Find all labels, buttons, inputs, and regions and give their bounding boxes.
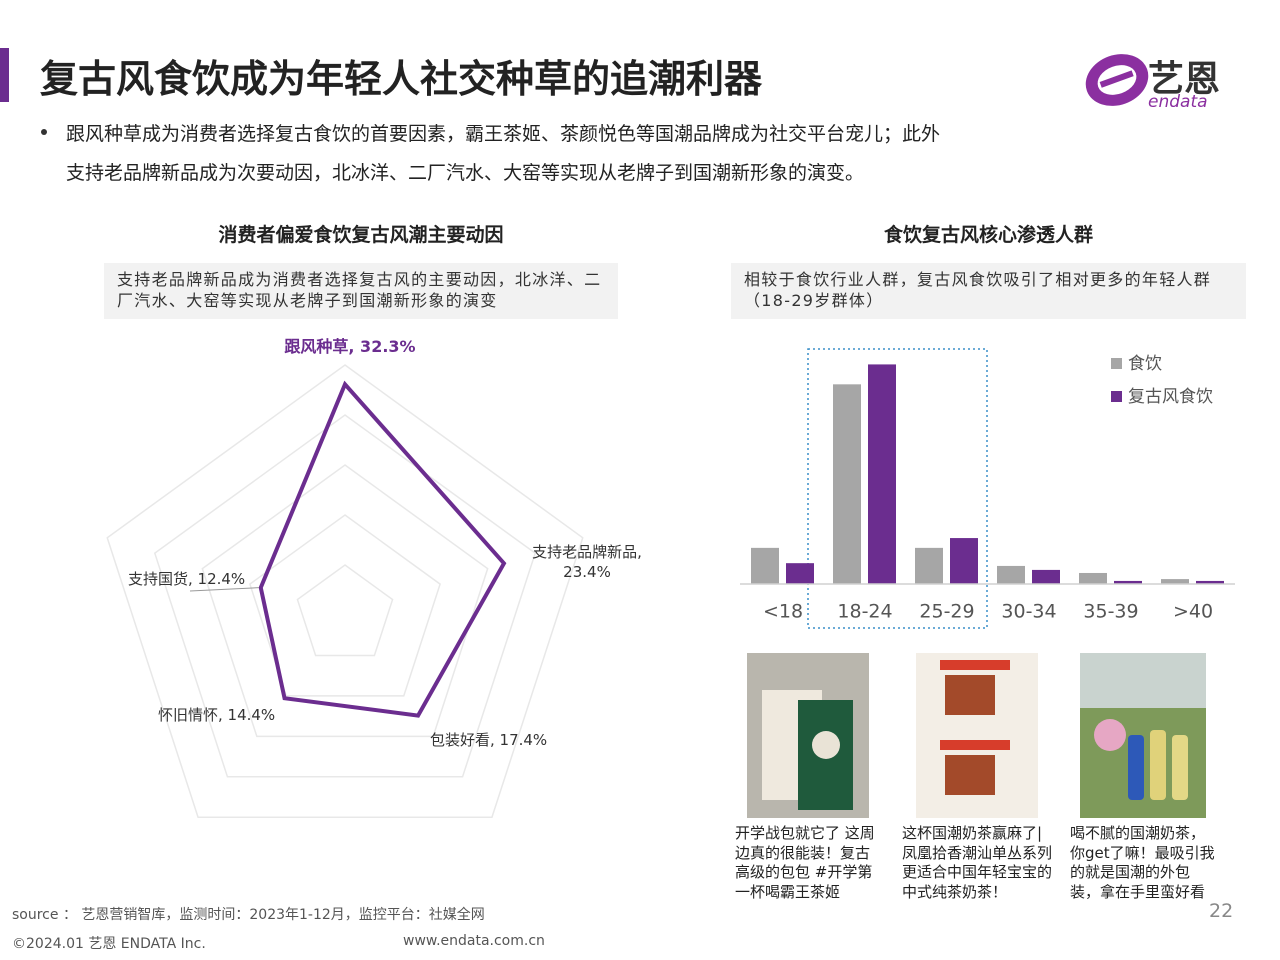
photo bbox=[916, 653, 1038, 818]
logo-sub: endata bbox=[1148, 92, 1208, 112]
bar bbox=[1032, 569, 1060, 584]
post-caption: 开学战包就它了 这周边真的很能装！复古高级的包包 #开学第一杯喝霸王茶姬 bbox=[735, 824, 875, 901]
bar bbox=[833, 384, 861, 584]
legend-swatch bbox=[1111, 358, 1122, 369]
page-number: 22 bbox=[1209, 900, 1234, 922]
chart-title: 食饮复古风核心渗透人群 bbox=[883, 224, 1093, 246]
note-box bbox=[731, 263, 1246, 319]
legend-label: 复古风食饮 bbox=[1128, 387, 1213, 407]
bar bbox=[950, 538, 978, 584]
logo-mark bbox=[1085, 54, 1149, 106]
title-accent bbox=[0, 48, 9, 102]
bar bbox=[786, 563, 814, 584]
website: www.endata.com.cn bbox=[403, 933, 545, 949]
bar bbox=[1079, 572, 1107, 584]
chart-title: 消费者偏爱食饮复古风潮主要动因 bbox=[218, 224, 504, 246]
x-tick-label: 35-39 bbox=[1083, 601, 1138, 623]
note-box bbox=[104, 263, 618, 319]
data-label: 怀旧情怀, 14.4% bbox=[158, 706, 276, 724]
bullet-line: 跟风种草成为消费者选择复古食饮的首要因素，霸王茶姬、茶颜悦色等国潮品牌成为社交平… bbox=[66, 123, 941, 145]
post-caption: 这杯国潮奶茶赢麻了|凤凰拾香潮汕单丛系列 更适合中国年轻宝宝的中式纯茶奶茶！ bbox=[902, 824, 1053, 901]
legend-label: 食饮 bbox=[1128, 354, 1162, 374]
chart-note: 支持老品牌新品成为消费者选择复古风的主要动因，北冰洋、二厂汽水、大窑等实现从老牌… bbox=[117, 270, 602, 310]
grid-ring bbox=[296, 564, 394, 657]
data-label: 支持国货, 12.4% bbox=[128, 570, 246, 588]
data-label: 包装好看, 17.4% bbox=[430, 731, 548, 749]
highlight-box bbox=[807, 348, 988, 629]
logo-name: 艺恩 bbox=[1148, 59, 1221, 100]
bar bbox=[1161, 579, 1189, 584]
bullet-dot bbox=[41, 129, 47, 135]
photo bbox=[1080, 653, 1206, 818]
chart-note: 相较于食饮行业人群，复古风食饮吸引了相对更多的年轻人群（18-29岁群体） bbox=[744, 270, 1212, 310]
bar bbox=[751, 547, 779, 584]
bar bbox=[997, 565, 1025, 584]
data-label: 跟风种草, 32.3% bbox=[284, 337, 416, 356]
bar bbox=[1196, 580, 1224, 584]
leader-line bbox=[189, 587, 259, 592]
legend-swatch bbox=[1111, 391, 1122, 402]
radar-line bbox=[258, 380, 507, 718]
x-tick-label: 25-29 bbox=[919, 601, 974, 623]
page-title: 复古风食饮成为年轻人社交种草的追潮利器 bbox=[40, 57, 763, 101]
bullet-line: 支持老品牌新品成为次要动因，北冰洋、二厂汽水、大窑等实现从老牌子到国潮新形象的演… bbox=[66, 162, 865, 184]
x-tick-label: <18 bbox=[763, 601, 803, 623]
post-caption: 喝不腻的国潮奶茶，你get了嘛！最吸引我的就是国潮的外包装，拿在手里蛮好看 bbox=[1070, 824, 1215, 901]
x-tick-label: 30-34 bbox=[1001, 601, 1056, 623]
grid-ring bbox=[153, 414, 537, 778]
copyright: ©2024.01 艺恩 ENDATA Inc. bbox=[12, 936, 206, 952]
grid-ring bbox=[201, 464, 489, 738]
source: source ： 艺恩营销智库，监测时间：2023年1-12月，监控平台：社媒全… bbox=[12, 907, 485, 923]
bar bbox=[915, 547, 943, 584]
bar bbox=[868, 364, 896, 584]
photo bbox=[747, 653, 869, 818]
grid-ring bbox=[106, 364, 584, 819]
bar bbox=[1114, 580, 1142, 584]
data-label: 支持老品牌新品, 23.4% bbox=[532, 543, 642, 581]
x-tick-label: 18-24 bbox=[837, 601, 892, 623]
x-tick-label: >40 bbox=[1173, 601, 1213, 623]
